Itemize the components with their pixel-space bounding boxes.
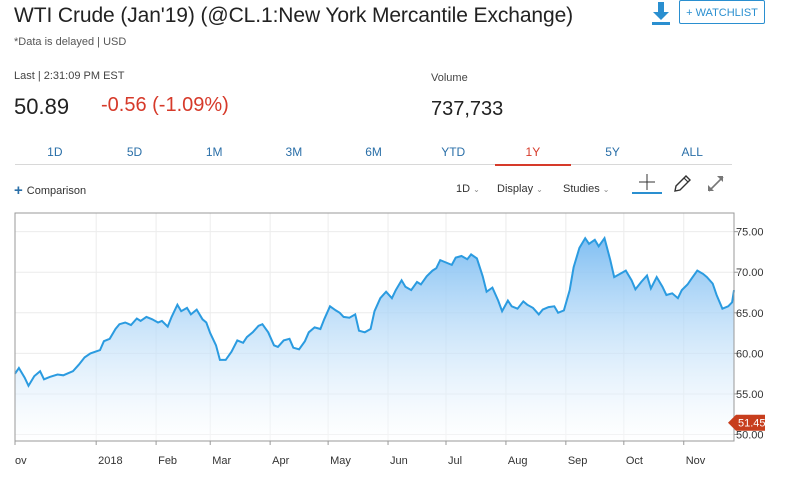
x-axis: ov 2018 Feb Mar Apr May Jun Jul Aug Sep Oct Nov [14, 441, 706, 467]
crosshair-icon[interactable] [632, 172, 662, 196]
comparison-label: Comparison [26, 185, 87, 197]
range-tab-1d[interactable]: 1D [47, 145, 63, 159]
x-tick-label: Jun [390, 455, 408, 467]
range-tab-5d[interactable]: 5D [126, 145, 143, 159]
range-tabs: 1D 5D 1M 3M 6M YTD 1Y 5Y ALL [15, 140, 732, 166]
last-value-badge-shape [728, 414, 765, 431]
volume-value: 737,733 [431, 98, 504, 120]
page-title: WTI Crude (Jan'19) (@CL.1:New York Merca… [14, 4, 574, 27]
x-tick-label: ov [15, 455, 27, 467]
price-change: -0.56 (-1.09%) [101, 94, 229, 116]
last-value-badge: 51.45 [728, 414, 766, 431]
x-tick-label: Aug [508, 455, 528, 467]
chevron-down-icon: ⌄ [473, 185, 480, 194]
volume-label: Volume [431, 72, 468, 84]
x-tick-label: Feb [158, 455, 177, 467]
add-comparison-button[interactable]: + Comparison [14, 182, 86, 199]
price-line [14, 235, 735, 388]
range-tab-1y[interactable]: 1Y [493, 140, 573, 166]
plus-icon: + [14, 182, 23, 199]
draw-pencil-icon[interactable] [670, 172, 700, 196]
display-dropdown[interactable]: Display ⌄ [497, 183, 543, 195]
x-tick-label: Mar [212, 455, 231, 467]
range-tab-6m[interactable]: 6M [365, 145, 382, 159]
x-tick-label: May [330, 455, 351, 467]
studies-dropdown[interactable]: Studies ⌄ [563, 183, 609, 195]
plot-frame [14, 212, 735, 442]
x-tick-label: Apr [272, 455, 289, 467]
x-tick-label: Sep [568, 455, 588, 467]
range-tab-5y[interactable]: 5Y [605, 145, 620, 159]
y-tick-label: 65.00 [736, 308, 764, 320]
x-tick-label: 2018 [98, 455, 122, 467]
last-trade-time: Last | 2:31:09 PM EST [14, 70, 125, 82]
interval-label: 1D [456, 183, 471, 195]
studies-label: Studies [563, 183, 600, 195]
y-axis: 75.00 70.00 65.00 60.00 55.00 50.00 [734, 227, 764, 442]
chevron-down-icon: ⌄ [602, 185, 610, 194]
range-tab-1m[interactable]: 1M [205, 145, 223, 159]
y-tick-label: 70.00 [736, 267, 764, 279]
range-tab-all[interactable]: ALL [681, 145, 703, 159]
last-value-label: 51.45 [738, 418, 766, 430]
y-tick-label: 75.00 [736, 227, 764, 239]
display-label: Display [497, 183, 534, 195]
add-to-watchlist-button[interactable]: + WATCHLIST [679, 0, 765, 24]
expand-icon[interactable] [704, 172, 734, 196]
chevron-down-icon: ⌄ [536, 185, 543, 194]
range-tab-ytd[interactable]: YTD [441, 145, 466, 159]
download-icon[interactable] [650, 2, 672, 26]
x-tick-label: Oct [626, 455, 643, 467]
last-price: 50.89 [14, 94, 70, 119]
y-tick-label: 55.00 [736, 389, 764, 401]
interval-dropdown[interactable]: 1D ⌄ [456, 183, 480, 195]
x-tick-label: Nov [686, 455, 706, 467]
y-tick-label: 60.00 [736, 348, 764, 360]
y-tick-label: 50.00 [736, 430, 764, 442]
x-tick-label: Jul [448, 455, 462, 467]
price-area [15, 238, 734, 441]
range-tab-3m[interactable]: 3M [285, 145, 303, 159]
data-delay-note: *Data is delayed | USD [14, 36, 127, 48]
